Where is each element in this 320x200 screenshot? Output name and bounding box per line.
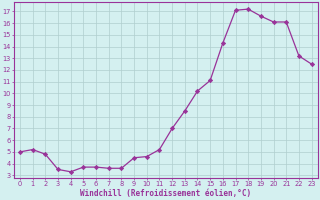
X-axis label: Windchill (Refroidissement éolien,°C): Windchill (Refroidissement éolien,°C) [80,189,251,198]
